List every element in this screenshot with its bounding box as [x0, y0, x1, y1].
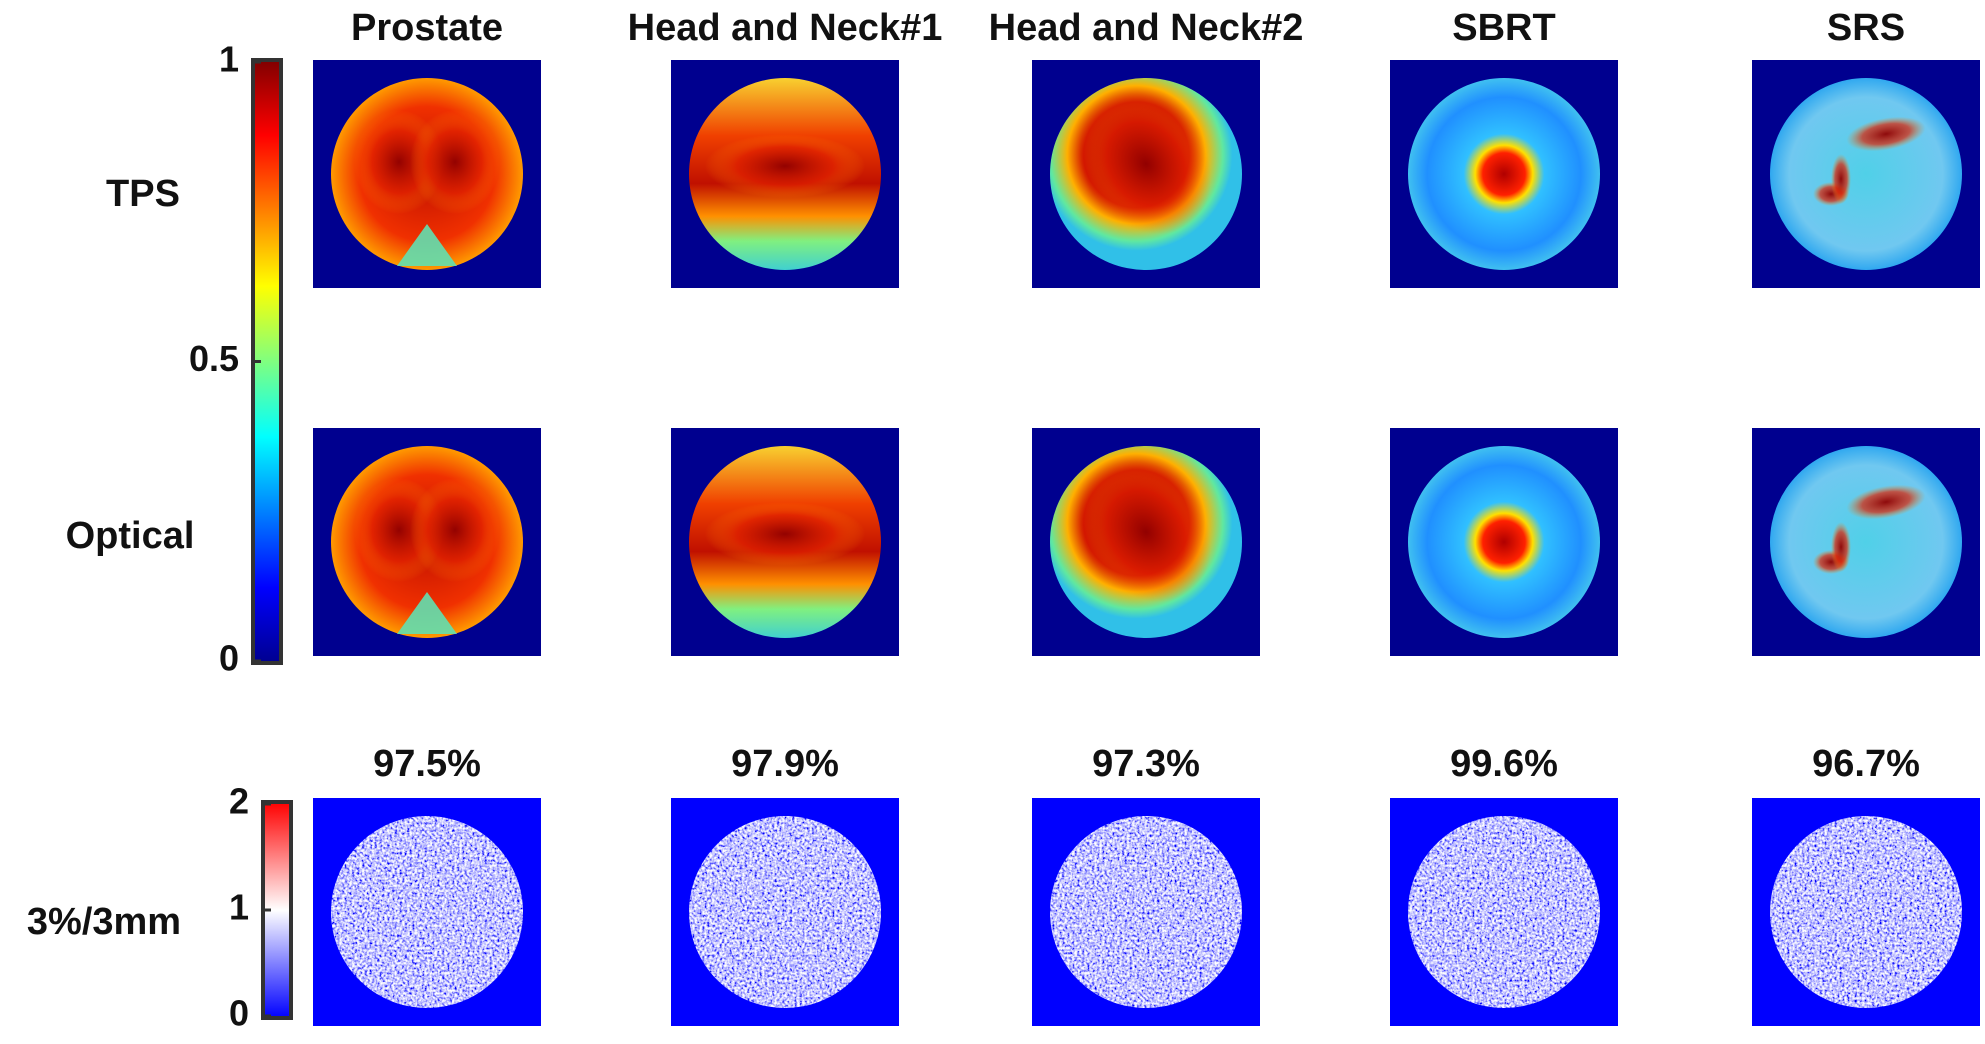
- gamma-disk: [331, 816, 523, 1008]
- dose-disk: [1408, 446, 1600, 638]
- pass-rate: 97.9%: [731, 743, 839, 785]
- hotspot: [1831, 154, 1851, 204]
- column-title: Prostate: [351, 7, 503, 49]
- dose-disk: [1408, 78, 1600, 270]
- gamma-disk: [1050, 816, 1242, 1008]
- pass-rate: 99.6%: [1450, 743, 1558, 785]
- pass-rate: 97.5%: [373, 743, 481, 785]
- hotspot: [1846, 484, 1926, 520]
- pass-rate: 96.7%: [1812, 743, 1920, 785]
- dose-disk: [1770, 446, 1962, 638]
- colorbar-tick-label: 2: [229, 781, 249, 822]
- column-title: SRS: [1827, 7, 1905, 49]
- column-title: Head and Neck#2: [989, 7, 1304, 49]
- hotspot: [705, 134, 865, 198]
- pass-rate: 97.3%: [1092, 743, 1200, 785]
- dose-disk: [1770, 78, 1962, 270]
- row-label: Optical: [66, 515, 195, 557]
- low-notch: [397, 592, 457, 634]
- colorbar-tick-label: 1: [219, 39, 239, 80]
- column-title: Head and Neck#1: [628, 7, 943, 49]
- hotspot: [1080, 461, 1212, 603]
- colorbar-tick-label: 0: [219, 638, 239, 679]
- hotspot: [1831, 522, 1851, 572]
- colorbar-tick-label: 0.5: [189, 338, 239, 379]
- low-notch: [397, 224, 457, 266]
- hotspot: [705, 502, 865, 566]
- gamma-disk: [1408, 816, 1600, 1008]
- hotspot: [410, 110, 500, 214]
- row-label: TPS: [106, 173, 180, 215]
- gamma-disk: [689, 816, 881, 1008]
- hotspot: [410, 478, 500, 582]
- hotspot: [1846, 116, 1926, 152]
- colorbar-tick-label: 1: [229, 887, 249, 928]
- colorbar-tick-label: 0: [229, 993, 249, 1034]
- row-label: 3%/3mm: [27, 901, 181, 943]
- column-title: SBRT: [1452, 7, 1555, 49]
- hotspot: [1080, 93, 1212, 235]
- gamma-disk: [1770, 816, 1962, 1008]
